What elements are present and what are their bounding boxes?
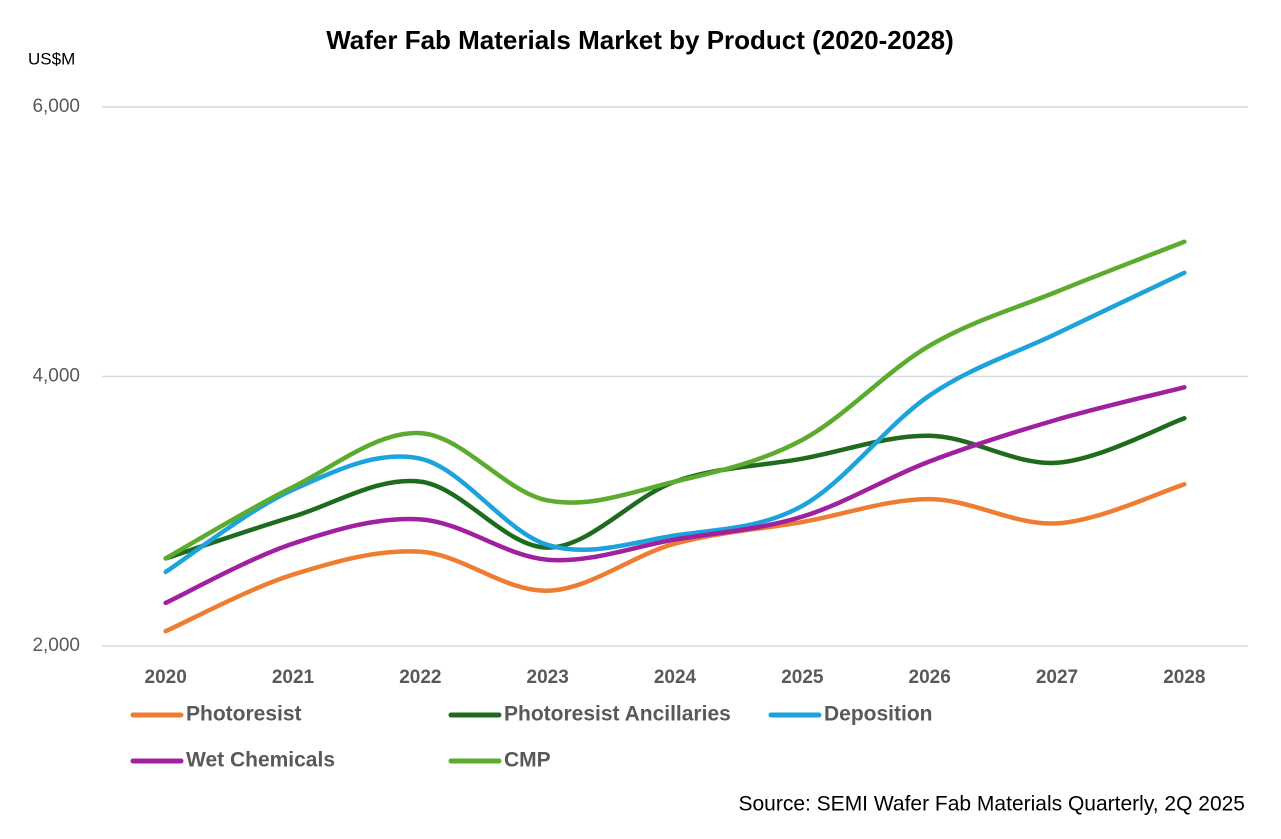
series-line xyxy=(163,482,1187,634)
legend-label: CMP xyxy=(504,749,551,772)
legend-label: Photoresist Ancillaries xyxy=(504,703,731,726)
x-tick-label: 2024 xyxy=(654,667,697,688)
y-tick-label: 6,000 xyxy=(32,96,80,117)
x-tick-label: 2025 xyxy=(781,667,824,688)
series-line xyxy=(163,385,1187,606)
legend-label: Wet Chemicals xyxy=(186,749,335,772)
x-tick-label: 2027 xyxy=(1036,667,1078,688)
y-tick-label: 2,000 xyxy=(32,635,80,656)
x-tick-label: 2020 xyxy=(145,667,187,688)
x-tick-label: 2023 xyxy=(527,667,569,688)
source-note: Source: SEMI Wafer Fab Materials Quarter… xyxy=(738,793,1245,816)
legend-label: Deposition xyxy=(824,703,933,726)
x-tick-label: 2028 xyxy=(1163,667,1205,688)
x-tick-label: 2026 xyxy=(909,667,951,688)
chart-title: Wafer Fab Materials Market by Product (2… xyxy=(326,25,954,55)
legend-label: Photoresist xyxy=(186,703,302,726)
series-line xyxy=(163,270,1187,575)
series-line xyxy=(163,239,1187,561)
x-tick-label: 2022 xyxy=(399,667,441,688)
y-tick-label: 4,000 xyxy=(32,366,80,387)
y-axis-unit: US$M xyxy=(28,49,75,68)
x-tick-label: 2021 xyxy=(272,667,315,688)
